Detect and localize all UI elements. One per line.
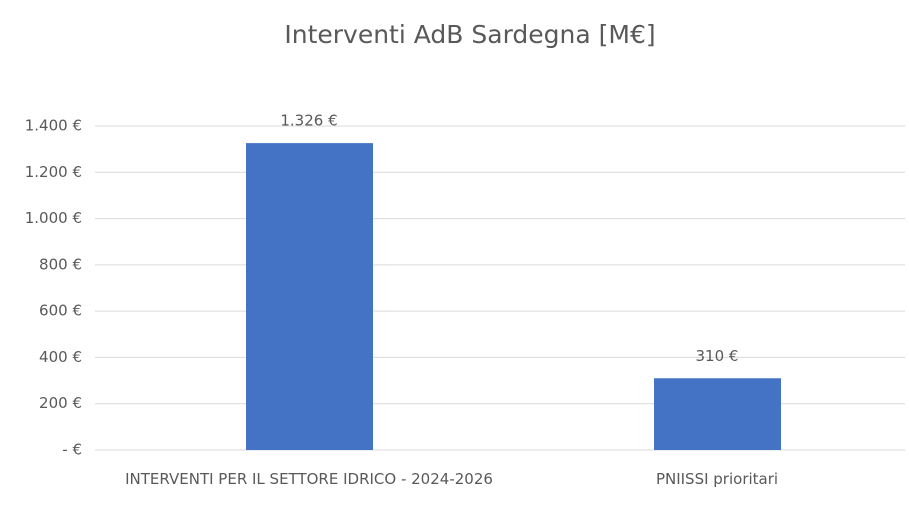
y-tick-label: 400 € — [39, 348, 82, 366]
y-tick-label: 1.400 € — [25, 117, 82, 135]
y-tick-label: 1.200 € — [25, 163, 82, 181]
y-tick-label: 800 € — [39, 255, 82, 273]
y-tick-label: 1.000 € — [25, 209, 82, 227]
chart-title: Interventi AdB Sardegna [M€] — [284, 20, 655, 49]
y-tick-label: 600 € — [39, 302, 82, 320]
x-tick-label: INTERVENTI PER IL SETTORE IDRICO - 2024-… — [125, 470, 493, 488]
data-label: 1.326 € — [280, 112, 337, 130]
data-label: 310 € — [696, 347, 739, 365]
y-tick-label: - € — [62, 441, 82, 459]
y-tick-label: 200 € — [39, 394, 82, 412]
x-tick-label: PNIISSI prioritari — [655, 470, 779, 488]
bar — [654, 378, 781, 450]
bar — [246, 143, 373, 450]
